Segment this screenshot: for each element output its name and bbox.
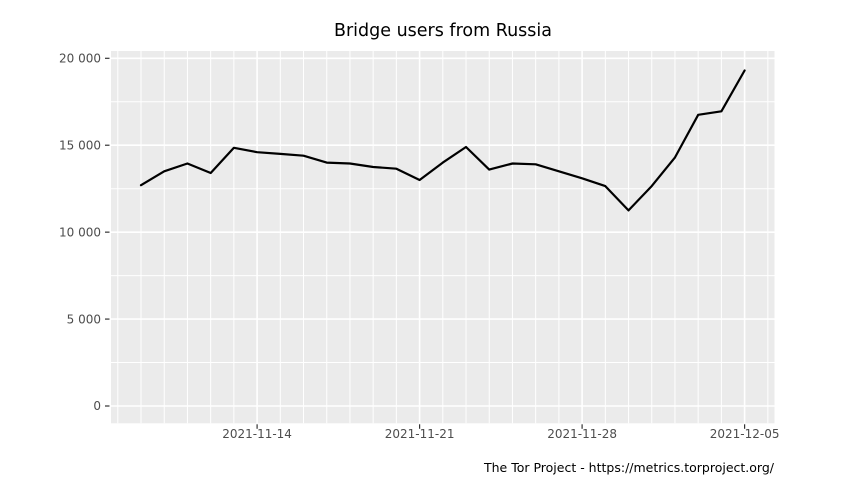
data-line <box>139 69 746 212</box>
y-tick-label: 0 <box>93 399 101 413</box>
y-tick-label: 5 000 <box>67 312 101 326</box>
axis-tick-marks <box>105 57 746 429</box>
y-tick-label: 20 000 <box>59 52 101 66</box>
axis-tick-labels: 0 5 000 10 000 15 000 20 000 2021-11-14 2021-1… <box>59 52 779 442</box>
attribution-text: The Tor Project - https://metrics.torpro… <box>483 460 775 475</box>
x-tick-label: 2021-11-28 <box>547 427 617 441</box>
y-tick-label: 15 000 <box>59 138 101 152</box>
major-gridlines <box>111 51 775 424</box>
x-tick-label: 2021-12-05 <box>710 427 780 441</box>
data-layer <box>139 69 746 212</box>
x-tick-label: 2021-11-14 <box>222 427 292 441</box>
chart-title: Bridge users from Russia <box>334 21 552 41</box>
x-tick-label: 2021-11-21 <box>385 427 455 441</box>
minor-gridlines <box>111 51 775 424</box>
y-tick-label: 10 000 <box>59 225 101 239</box>
